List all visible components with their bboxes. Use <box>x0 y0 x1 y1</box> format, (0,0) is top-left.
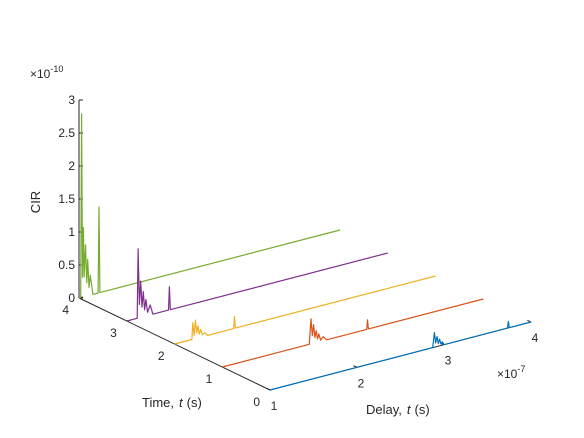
x-tick-label: 1 <box>271 399 278 413</box>
x-axis-multiplier: ×10-7 <box>497 364 525 381</box>
y-tick-label: 1 <box>206 372 213 386</box>
z-axis-label: CIR <box>28 191 43 213</box>
x-tick-label: 3 <box>445 354 452 368</box>
z-tick-label: 1.5 <box>58 192 75 206</box>
series-line-t3 <box>126 248 388 322</box>
y-axis-label: Time, t (s) <box>142 395 202 410</box>
x-tick-label: 2 <box>358 376 365 390</box>
series-group <box>78 113 532 391</box>
x-tick-mark <box>266 387 271 391</box>
z-axis-multiplier: ×10-10 <box>30 64 63 81</box>
series-line-t4 <box>78 113 341 299</box>
z-tick-label: 2 <box>68 159 75 173</box>
z-tick-label: 3 <box>68 93 75 107</box>
y-tick-label: 2 <box>158 349 165 363</box>
z-tick-label: 0 <box>68 291 75 305</box>
y-tick-label: 3 <box>110 326 117 340</box>
z-tick-label: 2.5 <box>58 126 75 140</box>
z-tick-label: 1 <box>68 225 75 239</box>
x-axis-label: Delay, t (s) <box>366 402 430 417</box>
series-line-t1 <box>222 298 484 368</box>
x-tick-label: 4 <box>532 331 539 345</box>
y-tick-label: 4 <box>62 303 69 317</box>
y-tick-label: 0 <box>253 395 260 409</box>
series-line-t2 <box>174 275 436 345</box>
z-tick-label: 0.5 <box>58 258 75 272</box>
series-line-t0 <box>269 320 532 391</box>
